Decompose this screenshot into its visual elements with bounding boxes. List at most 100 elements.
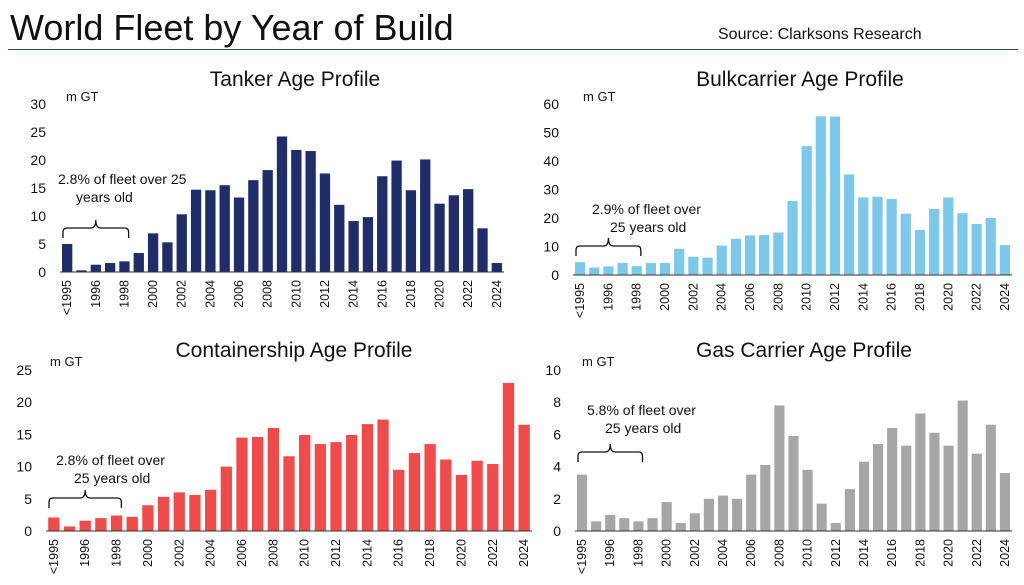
x-tick-label: 2022 [970, 539, 984, 567]
bar-1995 [63, 526, 76, 531]
bar-2018 [915, 413, 926, 531]
bar-before-1995 [48, 517, 60, 531]
x-tick-label: 1998 [631, 539, 645, 567]
bar-2020 [434, 203, 445, 272]
bar-2018 [914, 229, 926, 275]
annotation-line-2: 25 years old [605, 420, 681, 436]
x-tick-label: 2012 [829, 539, 843, 567]
x-tick-label: 1998 [630, 283, 644, 311]
x-tick-label: 2008 [771, 283, 785, 311]
bar-2005 [220, 466, 232, 531]
bar-2007 [759, 235, 770, 275]
y-tick-label: 4 [553, 459, 561, 475]
header: World Fleet by Year of Build Source: Cla… [0, 0, 1024, 52]
bar-2020 [943, 445, 954, 531]
bar-2009 [788, 436, 799, 531]
y-tick-label: 10 [543, 239, 559, 255]
x-tick-label: 2000 [658, 283, 672, 311]
bar-2013 [844, 489, 855, 531]
bar-2017 [901, 445, 912, 531]
bar-2012 [830, 522, 841, 531]
x-tick-label: 2004 [715, 283, 729, 311]
x-tick-label: 2016 [392, 539, 406, 567]
annotation-line-2: 25 years old [610, 219, 686, 235]
bar-2009 [283, 456, 295, 531]
y-tick-label: 0 [553, 523, 561, 539]
annotation-brace [62, 219, 130, 238]
bar-1999 [133, 252, 144, 272]
chart-tanker-age-profile: Tanker Age Profile m GT 0 5 10 15 20 25 30 <1995 1… [30, 68, 504, 315]
bar-2006 [744, 235, 756, 275]
y-tick-label: 10 [16, 459, 32, 475]
bar-2015 [377, 419, 389, 531]
x-tick-label: 2006 [743, 283, 757, 311]
bar-2013 [334, 204, 345, 272]
bar-2004 [717, 495, 729, 531]
bar-2022 [463, 189, 474, 272]
bar-2023 [477, 228, 488, 272]
bar-2008 [773, 232, 784, 275]
y-tick-label: 2 [553, 491, 561, 507]
bar-2008 [267, 427, 279, 531]
bar-1998 [631, 266, 642, 275]
annotation-line-1: 2.9% of fleet over [592, 201, 701, 217]
bar-2023 [985, 218, 996, 275]
y-tick-label: 60 [543, 96, 559, 112]
chart-bulkcarrier-age-profile: Bulkcarrier Age Profile m GT 0 10 20 30 40 50 60… [543, 68, 1012, 318]
x-tick-label: 2010 [298, 539, 312, 567]
bar-2000 [142, 505, 154, 531]
bar-2005 [219, 185, 230, 272]
bar-2013 [844, 174, 855, 275]
y-tick-label: 0 [551, 267, 559, 283]
bar-2019 [929, 432, 940, 531]
bar-2009 [787, 200, 798, 275]
bar-2019 [440, 459, 452, 531]
x-tick-label: 2008 [261, 280, 275, 308]
annotation-line-2: years old [76, 189, 133, 205]
bar-2022 [487, 464, 499, 531]
bar-2007 [760, 464, 771, 531]
bar-2005 [732, 498, 743, 531]
bar-2008 [262, 170, 273, 272]
x-tick-label: 1996 [89, 280, 103, 308]
bar-2011 [816, 503, 827, 531]
y-tick-label: 15 [30, 180, 46, 196]
x-tick-label: 1998 [110, 539, 124, 567]
annotation-brace [577, 443, 644, 462]
x-tick-label: <1995 [60, 280, 74, 315]
annotation-line-1: 5.8% of fleet over [587, 402, 696, 418]
bar-2010 [802, 469, 813, 531]
x-tick-label: 2006 [232, 280, 246, 308]
x-tick-label: 2022 [461, 280, 475, 308]
bar-2024 [999, 473, 1011, 531]
bar-2012 [319, 173, 331, 272]
bar-2014 [348, 221, 359, 272]
bar-1995 [591, 521, 602, 531]
bar-1996 [605, 514, 616, 531]
y-tick-label: 5 [24, 491, 32, 507]
bar-2024 [518, 424, 530, 531]
x-tick-label: 2010 [800, 283, 814, 311]
bar-2004 [716, 245, 727, 275]
y-tick-label: 8 [553, 394, 561, 410]
x-tick-label: 1996 [78, 539, 92, 567]
bar-2022 [971, 453, 982, 531]
x-tick-label: <1995 [573, 283, 587, 318]
x-tick-label: 1998 [117, 280, 131, 308]
x-tick-label: 2012 [318, 280, 332, 308]
y-tick-label: 25 [30, 124, 46, 140]
bar-2021 [471, 460, 483, 531]
y-axis-unit: m GT [66, 89, 99, 104]
x-tick-label: 2000 [146, 280, 160, 308]
x-tick-label: 2018 [913, 539, 927, 567]
annotation-brace [575, 237, 642, 256]
bar-2010 [299, 435, 311, 531]
bar-2014 [361, 424, 374, 531]
chart-gas-age-profile: Gas Carrier Age Profile m GT 0 2 4 6 8 10 <1995 1… [545, 339, 1012, 574]
annotation-line-1: 2.8% of fleet over 25 [58, 171, 187, 187]
page-title: World Fleet by Year of Build [10, 7, 454, 48]
x-tick-label: 2018 [404, 280, 418, 308]
x-tick-label: 2020 [941, 283, 955, 311]
chart-title: Containership Age Profile [176, 339, 413, 362]
bar-2020 [455, 474, 468, 531]
